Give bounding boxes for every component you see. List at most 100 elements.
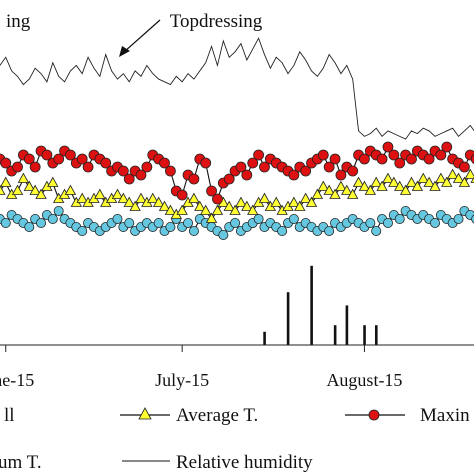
average-t-point — [76, 192, 88, 203]
maximum-t-point — [164, 165, 176, 177]
maximum-t-point — [323, 161, 335, 173]
plot-area — [0, 37, 474, 345]
maximum-t-point — [288, 169, 300, 181]
maximum-t-point — [212, 193, 223, 205]
minimum-t-point — [453, 213, 464, 224]
average-t-point — [111, 188, 124, 199]
average-t-point — [135, 192, 147, 203]
maximum-t-point — [23, 153, 35, 165]
maximum-t-point — [117, 165, 129, 177]
average-t-point — [294, 200, 306, 211]
legend-label-maximum: Maxin — [420, 405, 470, 426]
maximum-t-point — [406, 153, 417, 165]
maximum-t-point — [441, 141, 453, 153]
average-t-point — [258, 192, 271, 203]
average-t-point — [223, 200, 235, 211]
average-t-point — [299, 192, 312, 203]
average-t-point — [429, 180, 441, 191]
average-t-point — [241, 200, 253, 211]
minimum-t-point — [230, 217, 241, 228]
legend-label-minimum: um T. — [0, 452, 42, 473]
maximum-t-point — [253, 149, 265, 161]
average-t-point — [17, 172, 30, 183]
minimum-t-point — [36, 217, 47, 228]
minimum-t-point — [394, 213, 405, 224]
average-t-point — [229, 204, 241, 215]
minimum-t-point — [183, 217, 194, 228]
maximum-t-point — [300, 165, 312, 177]
average-t-point — [270, 196, 282, 207]
average-t-point — [323, 184, 335, 195]
maximum-t-point — [100, 157, 112, 169]
maximum-t-point — [223, 173, 235, 185]
average-t-point — [399, 184, 412, 195]
maximum-t-point — [388, 149, 400, 161]
maximum-t-point — [241, 169, 253, 181]
annotations: Topdressing ing — [6, 11, 263, 57]
minimum-t-point — [324, 225, 335, 236]
average-t-point — [311, 188, 324, 199]
maximum-t-point — [247, 157, 259, 169]
average-t-point — [194, 200, 206, 211]
minimum-t-point — [382, 217, 393, 228]
average-t-point — [152, 196, 165, 207]
maximum-t-point — [347, 165, 359, 177]
minimum-t-point — [288, 213, 299, 224]
average-t-point — [176, 204, 188, 215]
rainfall-bar — [345, 305, 349, 345]
average-t-point — [394, 180, 406, 191]
average-t-point — [94, 188, 106, 199]
minimum-t-point — [253, 213, 264, 224]
average-t-point — [211, 204, 224, 215]
maximum-t-point — [82, 161, 94, 173]
relative-humidity-line — [0, 37, 474, 140]
average-t-point — [129, 200, 141, 211]
average-t-point — [435, 172, 447, 183]
average-t-point — [388, 176, 400, 187]
minimum-t-point — [0, 217, 11, 228]
minimum-t-point — [218, 229, 229, 240]
average-t-point — [441, 176, 453, 187]
maximum-t-point — [76, 153, 88, 165]
maximum-t-point — [176, 189, 188, 201]
legend: ll Average T. Maxin um T. Relative humidity — [0, 405, 470, 473]
average-t-point — [29, 184, 41, 195]
average-t-point — [417, 172, 429, 183]
minimum-t-point — [188, 225, 199, 236]
minimum-t-point — [471, 214, 474, 224]
legend-label-rainfall: ll — [4, 405, 15, 426]
annotation-partial: ing — [6, 11, 31, 32]
maximum-t-point — [159, 157, 170, 169]
average-t-point — [123, 196, 135, 207]
maximum-t-point — [53, 153, 65, 165]
minimum-t-point — [53, 205, 64, 216]
maximum-t-point — [317, 149, 329, 161]
average-t-point — [305, 196, 318, 207]
average-t-point — [164, 204, 177, 215]
average-t-point — [0, 176, 12, 187]
average-t-point — [405, 176, 418, 187]
maximum-t-point — [206, 185, 217, 197]
average-t-point — [317, 180, 329, 191]
minimum-t-point — [47, 213, 58, 224]
maximum-t-point — [470, 154, 474, 164]
average-t-point — [329, 188, 341, 199]
minimum-t-point — [77, 225, 88, 236]
average-t-point — [35, 188, 47, 199]
x-tick-label: August-15 — [326, 370, 402, 390]
average-t-point — [247, 204, 259, 215]
average-t-point — [411, 180, 424, 191]
minimum-t-point — [112, 213, 123, 224]
minimum-t-point — [24, 221, 35, 232]
minimum-t-point — [153, 217, 164, 228]
average-t-point — [347, 188, 359, 199]
x-axis: June-15 July-15 August-15 — [0, 344, 474, 390]
annotation-arrowhead — [119, 46, 130, 57]
maximum-t-point — [423, 153, 435, 165]
maximum-t-point — [335, 169, 347, 181]
maximum-t-point — [458, 161, 470, 173]
legend-marker-maximum — [368, 409, 380, 421]
average-t-point — [147, 192, 159, 203]
rainfall-bar — [333, 325, 337, 345]
